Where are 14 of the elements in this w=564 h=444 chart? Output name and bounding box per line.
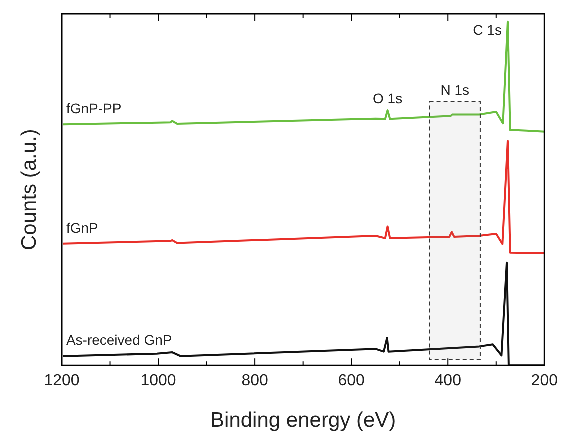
series-label: fGnP-PP [66,100,122,117]
series-label: fGnP [66,220,98,236]
x-tick-label: 1000 [140,372,176,390]
y-axis-title: Counts (a.u.) [18,129,41,250]
x-tick-label: 200 [531,372,558,390]
series-label: As-received GnP [66,332,172,348]
annotation: O 1s [373,90,403,106]
x-tick-label: 800 [242,372,269,390]
x-tick-label: 1200 [44,372,80,390]
x-tick-label: 400 [434,372,462,390]
x-tick-label: 600 [338,372,366,390]
x-axis-title: Binding energy (eV) [210,409,396,432]
band-label: N 1s [440,82,470,98]
annotation: C 1s [473,22,502,38]
